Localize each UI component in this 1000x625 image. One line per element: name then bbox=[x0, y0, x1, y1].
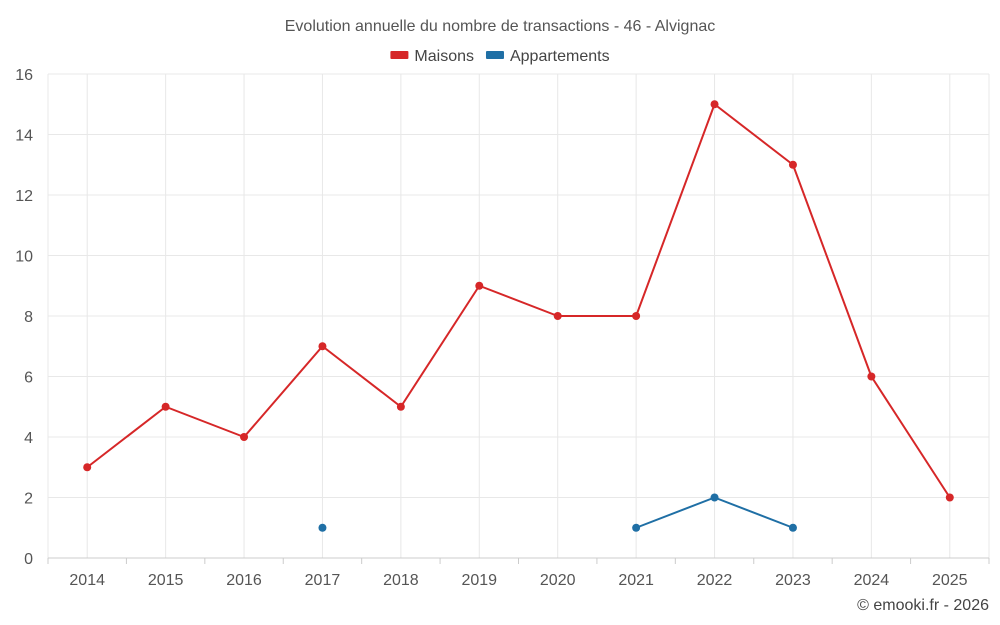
legend-swatch-appartements bbox=[485, 51, 504, 59]
grid bbox=[47, 73, 990, 558]
point-maisons-2016[interactable] bbox=[240, 433, 249, 441]
legend: Maisons Appartements bbox=[390, 48, 610, 65]
legend-label-maisons: Maisons bbox=[414, 48, 474, 65]
y-tick-label-14: 14 bbox=[15, 128, 33, 145]
point-maisons-2023[interactable] bbox=[788, 160, 797, 169]
point-maisons-2021[interactable] bbox=[632, 312, 641, 320]
point-maisons-2014[interactable] bbox=[83, 463, 92, 472]
legend-item-maisons[interactable]: Maisons bbox=[390, 48, 474, 65]
y-tick-label-4: 4 bbox=[24, 430, 33, 447]
x-tick-label-2019: 2019 bbox=[461, 572, 497, 589]
x-tick-label-2015: 2015 bbox=[148, 572, 184, 589]
x-tick-label-2020: 2020 bbox=[540, 572, 576, 589]
y-tick-label-2: 2 bbox=[24, 491, 33, 508]
series-line-maisons bbox=[86, 103, 951, 499]
y-tick-label-10: 10 bbox=[15, 249, 33, 266]
legend-swatch-maisons bbox=[390, 51, 409, 59]
point-appartements-2023[interactable] bbox=[788, 523, 797, 532]
series-maisons bbox=[83, 100, 954, 502]
x-tick-label-2016: 2016 bbox=[226, 572, 262, 589]
y-tick-label-16: 16 bbox=[15, 67, 33, 84]
point-maisons-2019[interactable] bbox=[475, 281, 484, 290]
series-layer bbox=[83, 100, 954, 532]
credit-text: © emooki.fr - 2026 bbox=[857, 597, 989, 614]
x-tick-label-2025: 2025 bbox=[932, 572, 968, 589]
x-tick-label-2021: 2021 bbox=[618, 572, 654, 589]
point-appartements-2021[interactable] bbox=[632, 523, 641, 532]
y-tick-label-0: 0 bbox=[24, 551, 33, 568]
legend-item-appartements[interactable]: Appartements bbox=[485, 48, 610, 65]
y-axis: 0 2 4 6 8 10 12 14 16 bbox=[15, 67, 33, 568]
y-tick-label-8: 8 bbox=[24, 309, 33, 326]
x-tick-label-2022: 2022 bbox=[697, 572, 733, 589]
legend-label-appartements: Appartements bbox=[510, 48, 610, 65]
x-axis: 2014 2015 2016 2017 2018 2019 2020 2021 2022 2023… bbox=[47, 557, 990, 589]
x-tick-label-2018: 2018 bbox=[383, 572, 419, 589]
point-appartements-2017[interactable] bbox=[318, 523, 327, 532]
point-maisons-2024[interactable] bbox=[867, 372, 876, 381]
series-appartements bbox=[318, 493, 797, 532]
chart-title: Evolution annuelle du nombre de transact… bbox=[285, 18, 715, 35]
point-maisons-2025[interactable] bbox=[945, 493, 954, 502]
x-tick-label-2014: 2014 bbox=[69, 572, 105, 589]
y-tick-label-12: 12 bbox=[15, 188, 33, 205]
point-appartements-2022[interactable] bbox=[710, 493, 719, 502]
point-maisons-2015[interactable] bbox=[161, 402, 170, 411]
point-maisons-2018[interactable] bbox=[396, 402, 405, 411]
x-tick-label-2023: 2023 bbox=[775, 572, 811, 589]
point-maisons-2022[interactable] bbox=[710, 100, 719, 109]
x-tick-label-2024: 2024 bbox=[854, 572, 890, 589]
point-maisons-2017[interactable] bbox=[318, 342, 327, 351]
y-tick-label-6: 6 bbox=[24, 370, 33, 387]
x-tick-label-2017: 2017 bbox=[305, 572, 341, 589]
point-maisons-2020[interactable] bbox=[553, 312, 562, 320]
